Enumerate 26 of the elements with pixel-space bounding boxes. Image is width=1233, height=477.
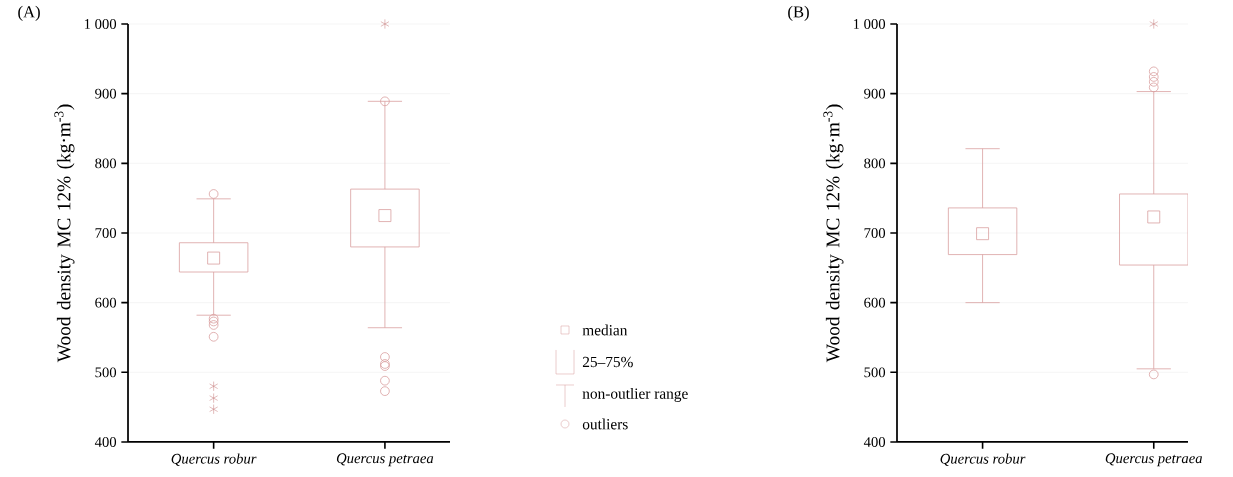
y-tick-label: 700 — [95, 228, 117, 238]
text: 25–75% — [582, 356, 633, 368]
y-tick-label: 500 — [864, 367, 886, 378]
y-tick-label: 600 — [864, 297, 886, 308]
y-axis-title: Wood density MC 12% (kg·m$^{-3}$) — [823, 104, 844, 363]
y-tick-label: 900 — [95, 88, 117, 99]
y-tick-label: 1 000 — [84, 19, 117, 29]
y-tick-label: 700 — [864, 228, 886, 238]
y-tick-label: 900 — [864, 88, 886, 99]
y-tick-label: 800 — [864, 158, 886, 169]
y-tick-label: 600 — [95, 297, 117, 308]
y-tick-label: 1 000 — [853, 19, 886, 29]
text: median — [582, 324, 628, 336]
y-tick-label: 500 — [95, 367, 117, 378]
y-tick-label: 400 — [94, 437, 117, 447]
x-tick-label: Quercus petraea — [1105, 453, 1202, 467]
x-tick-label: Quercus robur — [940, 453, 1026, 466]
y-axis-title: Wood density MC 12% (kg·m$^{-3}$) — [54, 104, 75, 363]
chart-title: (A) — [18, 5, 40, 21]
x-tick-label: Quercus petraea — [336, 453, 434, 467]
chart-title: (B) — [788, 5, 809, 21]
y-tick-label: 800 — [95, 158, 117, 169]
x-tick-label: Quercus robur — [171, 453, 257, 466]
text: non-outlier range — [582, 388, 688, 402]
y-tick-label: 400 — [863, 437, 886, 447]
text: outliers — [582, 418, 628, 430]
